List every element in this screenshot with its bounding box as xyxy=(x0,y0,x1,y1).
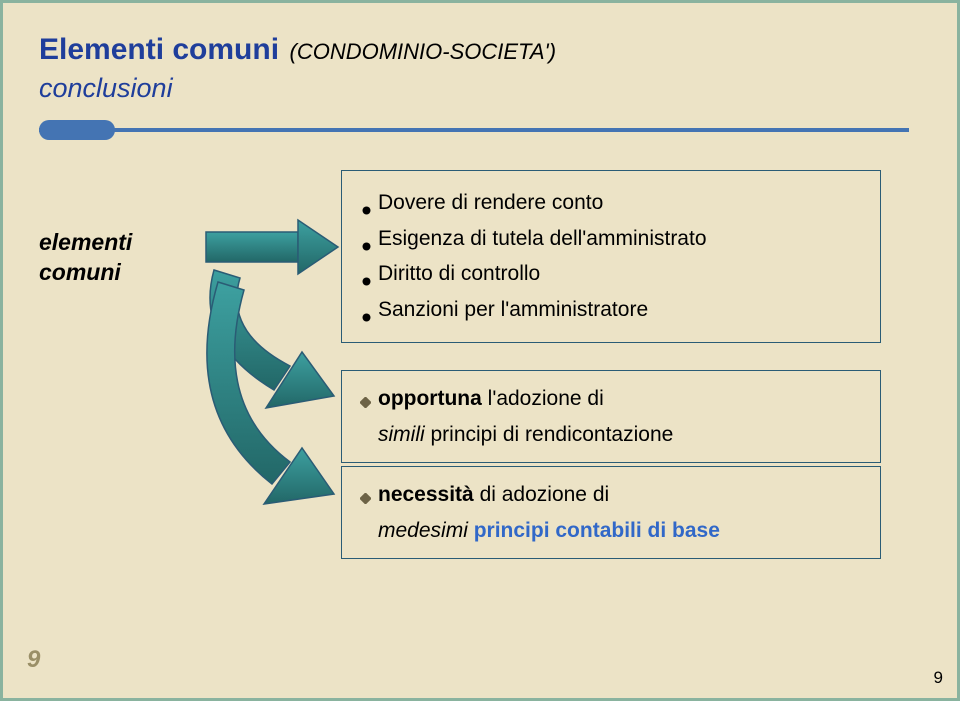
left-label-line1: elementi xyxy=(39,228,199,258)
divider-cap xyxy=(39,120,115,140)
arrows-svg xyxy=(194,212,344,552)
box3-bold: necessità xyxy=(378,483,474,506)
box3-plain1: di adozione di xyxy=(474,483,609,506)
left-label: elementi comuni xyxy=(39,228,199,288)
box3-italic: medesimi xyxy=(378,519,474,542)
subtitle: conclusioni xyxy=(39,73,921,104)
content-area: elementi comuni xyxy=(39,170,921,640)
box2-text: opportuna l'adozione di simili principi … xyxy=(378,381,862,452)
box-common-elements: Dovere di rendere contoEsigenza di tutel… xyxy=(341,170,881,343)
box1-item: Dovere di rendere conto xyxy=(362,185,862,221)
title-row: Elementi comuni (CONDOMINIO-SOCIETA') xyxy=(39,33,921,67)
arrow-1 xyxy=(206,220,338,274)
box1-item: Sanzioni per l'amministratore xyxy=(362,292,862,328)
box1-item-text: Diritto di controllo xyxy=(378,256,862,292)
divider xyxy=(39,118,921,140)
box1-list: Dovere di rendere contoEsigenza di tutel… xyxy=(362,185,862,328)
diamond-bullet-icon xyxy=(360,480,378,516)
slide: Elementi comuni (CONDOMINIO-SOCIETA') co… xyxy=(0,0,960,701)
box3-highlight: principi contabili di base xyxy=(474,519,720,542)
left-label-line2: comuni xyxy=(39,258,199,288)
page-number-right: 9 xyxy=(934,668,943,688)
box1-item: Diritto di controllo xyxy=(362,256,862,292)
arrows-group xyxy=(194,212,324,542)
round-bullet-icon xyxy=(362,298,378,334)
box2-italic: simili xyxy=(378,423,431,446)
box-opportuna: opportuna l'adozione di simili principi … xyxy=(341,370,881,463)
round-bullet-icon xyxy=(362,227,378,263)
round-bullet-icon xyxy=(362,191,378,227)
box3-text: necessità di adozione di medesimi princi… xyxy=(378,477,862,548)
box1-item-text: Dovere di rendere conto xyxy=(378,185,862,221)
title-paren: (CONDOMINIO-SOCIETA') xyxy=(290,39,557,64)
box-necessita: necessità di adozione di medesimi princi… xyxy=(341,466,881,559)
box2-plain: l'adozione di xyxy=(482,387,604,410)
box2-tail: principi di rendicontazione xyxy=(431,423,674,446)
diamond-bullet-icon xyxy=(360,384,378,420)
page-number-left: 9 xyxy=(27,646,40,674)
divider-line xyxy=(39,128,909,132)
title-main: Elementi comuni xyxy=(39,33,279,66)
box1-item-text: Sanzioni per l'amministratore xyxy=(378,292,862,328)
box1-item: Esigenza di tutela dell'amministrato xyxy=(362,221,862,257)
round-bullet-icon xyxy=(362,262,378,298)
box1-item-text: Esigenza di tutela dell'amministrato xyxy=(378,221,862,257)
box2-bold: opportuna xyxy=(378,387,482,410)
